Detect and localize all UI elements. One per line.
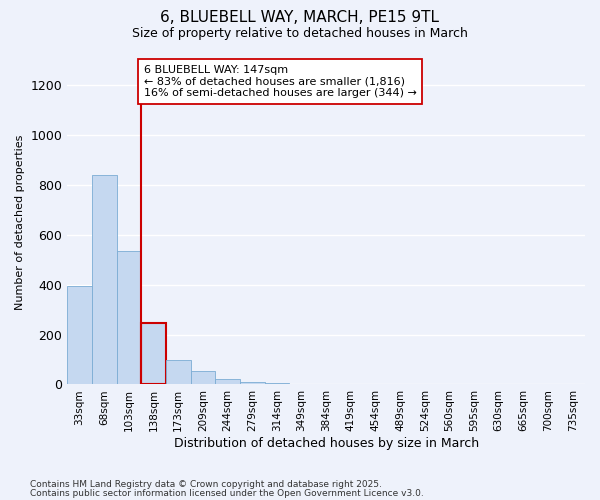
Bar (265, 383, 289, 384)
X-axis label: Distribution of detached houses by size in March: Distribution of detached houses by size … (173, 437, 479, 450)
Text: Size of property relative to detached houses in March: Size of property relative to detached ho… (132, 28, 468, 40)
Bar (92, 175, 116, 384)
Y-axis label: Number of detached properties: Number of detached properties (15, 134, 25, 310)
Text: 6 BLUEBELL WAY: 147sqm
← 83% of detached houses are smaller (1,816)
16% of semi-: 6 BLUEBELL WAY: 147sqm ← 83% of detached… (144, 65, 416, 98)
Text: Contains public sector information licensed under the Open Government Licence v3: Contains public sector information licen… (30, 488, 424, 498)
Bar (141, 322, 166, 384)
Text: Contains HM Land Registry data © Crown copyright and database right 2025.: Contains HM Land Registry data © Crown c… (30, 480, 382, 489)
Bar (240, 382, 265, 384)
Bar (116, 251, 141, 384)
Bar (215, 380, 240, 384)
Bar (191, 370, 215, 384)
Text: 6, BLUEBELL WAY, MARCH, PE15 9TL: 6, BLUEBELL WAY, MARCH, PE15 9TL (161, 10, 439, 25)
Bar (67, 286, 92, 384)
Bar (166, 360, 191, 384)
